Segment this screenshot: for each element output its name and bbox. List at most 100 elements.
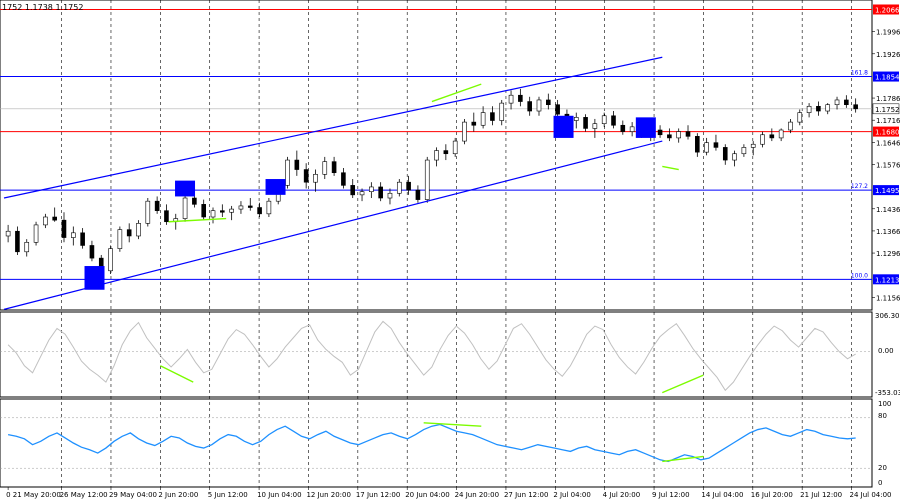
candle-body bbox=[313, 173, 318, 183]
candle-body bbox=[806, 105, 812, 113]
candle-body bbox=[471, 121, 477, 126]
horizontal-levels: 1.2066 1.1854 161.8 1.1752 1.1680 1.1495 127.2… bbox=[0, 4, 900, 285]
time-tick-label: 12 Jun 20:00 bbox=[306, 491, 350, 499]
candle-body bbox=[611, 115, 616, 126]
rect-marker bbox=[265, 179, 286, 195]
candle-body bbox=[797, 112, 803, 123]
rect-marker bbox=[635, 117, 656, 138]
price-tick-label: 1.1576 bbox=[876, 161, 900, 169]
osc2-bot-label: 0 bbox=[878, 479, 882, 487]
candle-body bbox=[43, 216, 48, 226]
candle-body bbox=[527, 101, 532, 112]
candle-body bbox=[462, 121, 467, 142]
time-tick-label: 16 Jul 20:00 bbox=[751, 491, 793, 499]
price-tick-label: 1.1786 bbox=[876, 95, 900, 103]
time-tick-label: 26 May 12:00 bbox=[60, 491, 108, 499]
osc1-divergence-line bbox=[160, 365, 194, 383]
candle-body bbox=[71, 232, 76, 238]
candle-body bbox=[834, 99, 840, 106]
candle-body bbox=[676, 131, 681, 139]
candle-body bbox=[154, 200, 160, 211]
osc2-divergence-line bbox=[423, 422, 482, 427]
candle-body bbox=[201, 204, 207, 218]
candle-body bbox=[750, 143, 756, 148]
fib-label: 161.8 bbox=[851, 70, 868, 77]
candle-body bbox=[359, 191, 365, 196]
channel-line bbox=[3, 56, 663, 199]
time-tick-label: 9 Jul 12:00 bbox=[652, 491, 690, 499]
candle-body bbox=[480, 112, 486, 126]
candle-body bbox=[5, 230, 11, 237]
osc2-top-label: 100 bbox=[878, 400, 891, 408]
time-tick-label: 29 May 04:00 bbox=[109, 491, 157, 499]
candle-body bbox=[285, 159, 290, 186]
candle-body bbox=[592, 123, 598, 129]
candle-body bbox=[499, 102, 505, 121]
candle-body bbox=[145, 200, 151, 224]
candle-body bbox=[24, 242, 30, 253]
candle-body bbox=[536, 99, 542, 112]
time-tick-label: 20 Jun 04:00 bbox=[405, 491, 449, 499]
divergence-line bbox=[662, 165, 679, 171]
candle-body bbox=[778, 129, 784, 139]
time-tick-label: 27 Jun 12:00 bbox=[504, 491, 548, 499]
time-tick-label: 4 Jul 20:00 bbox=[603, 491, 641, 499]
level-label: 1.2066 bbox=[875, 6, 900, 14]
osc1-top-label: 306.3051 bbox=[875, 312, 900, 320]
chart-header: 1752 1.1738 1.1752 bbox=[2, 3, 83, 12]
candle-body bbox=[257, 207, 262, 215]
candle-body bbox=[657, 129, 663, 136]
candle-body bbox=[722, 147, 728, 161]
candle-body bbox=[704, 142, 709, 153]
candle-body bbox=[685, 131, 691, 137]
candle-body bbox=[844, 99, 849, 106]
price-tick-label: 1.1646 bbox=[876, 139, 900, 147]
candle-body bbox=[667, 134, 672, 139]
candle-body bbox=[294, 159, 300, 170]
candle-body bbox=[713, 142, 719, 148]
candle-body bbox=[378, 186, 383, 199]
candle-body bbox=[415, 189, 421, 200]
candle-body bbox=[117, 229, 123, 249]
candle-body bbox=[695, 136, 700, 153]
osc2-line bbox=[7, 423, 856, 463]
rect-markers bbox=[84, 115, 656, 290]
time-tick-label: 14 Jul 04:00 bbox=[701, 491, 743, 499]
candle-body bbox=[387, 192, 393, 199]
price-tick-label: 1.1366 bbox=[876, 228, 900, 236]
osc2-pane-frame bbox=[0, 398, 873, 488]
candle-body bbox=[620, 124, 626, 132]
candle-body bbox=[331, 161, 337, 174]
time-tick-label: 21 Jul 12:00 bbox=[800, 491, 842, 499]
rect-marker bbox=[553, 115, 574, 138]
level-label: 1.1680 bbox=[875, 129, 900, 137]
candle-body bbox=[192, 197, 197, 205]
candle-body bbox=[126, 229, 132, 237]
candle-body bbox=[816, 105, 821, 112]
candle-body bbox=[788, 121, 793, 131]
fib-label: 127.2 bbox=[851, 183, 868, 190]
candle-body bbox=[369, 186, 374, 192]
price-tick-label: 1.1296 bbox=[876, 250, 900, 258]
candle-body bbox=[61, 219, 67, 238]
candle-body bbox=[108, 248, 113, 272]
candle-body bbox=[573, 117, 579, 121]
level-label-box bbox=[873, 4, 899, 15]
candle-body bbox=[350, 185, 356, 196]
level-label: 1.1854 bbox=[875, 74, 900, 82]
candle-body bbox=[853, 104, 858, 110]
candle-body bbox=[443, 150, 449, 155]
price-tick-label: 1.1716 bbox=[876, 117, 900, 125]
current-price-label: 1.1752 bbox=[875, 106, 900, 114]
price-tick-label: 1.1996 bbox=[876, 29, 900, 37]
current-price-box bbox=[872, 103, 900, 115]
candle-body bbox=[182, 197, 188, 219]
osc1-pane-frame bbox=[0, 311, 873, 398]
time-tick-label: 2 Jun 20:00 bbox=[158, 491, 198, 499]
time-tick-label: 0 21 May 20:00 bbox=[6, 491, 61, 499]
candle-body bbox=[508, 94, 514, 104]
osc1-line bbox=[7, 320, 856, 392]
candle-body bbox=[434, 150, 439, 161]
oscillator-1 bbox=[0, 320, 872, 394]
